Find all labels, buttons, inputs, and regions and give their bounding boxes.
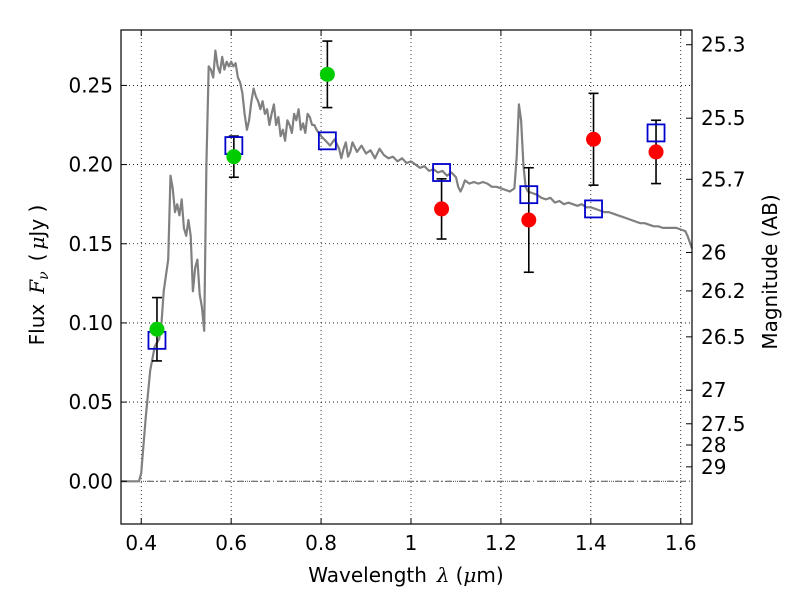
red-data-point (648, 144, 664, 160)
x-axis-unit-mu: μ (463, 563, 476, 587)
x-tick-label: 0.8 (305, 531, 337, 555)
spectrum-line (121, 49, 694, 483)
green-data-point (319, 66, 335, 82)
x-axis-unit-open: ( (456, 563, 464, 587)
x-tick-label: 0.6 (215, 531, 247, 555)
y2-tick-label: 25.5 (701, 106, 746, 130)
y-axis-unit-open: ( (25, 254, 49, 262)
y2-tick-label: 26 (701, 240, 726, 264)
x-tick-label: 1.4 (575, 531, 607, 555)
y-tick-label: 0.10 (68, 311, 113, 335)
x-tick-label: 1 (405, 531, 418, 555)
y-axis-title-prefix: Flux (25, 304, 49, 346)
plot-frame (120, 29, 693, 525)
red-data-point (586, 131, 602, 147)
red-data-point (521, 212, 537, 228)
y-axis-subscript: ν (36, 271, 52, 280)
y2-tick-label: 27.5 (701, 412, 746, 436)
green-data-point (226, 149, 242, 165)
y-axis-unit-rest: Jy ) (25, 205, 49, 239)
x-axis-unit-rest: m) (476, 563, 503, 587)
y-tick-label: 0.25 (68, 73, 113, 97)
red-data-point (434, 201, 450, 217)
y2-tick-label: 26.2 (701, 279, 746, 303)
y2-tick-label: 26.5 (701, 325, 746, 349)
y2-tick-label: 27 (701, 378, 726, 402)
spectrum-series (121, 49, 694, 483)
x-tick-label: 0.4 (125, 531, 157, 555)
model-square-marker (432, 163, 451, 182)
x-tick-label: 1.2 (485, 531, 517, 555)
y-tick-label: 0.05 (68, 390, 113, 414)
grid-lines (121, 30, 692, 524)
y-tick-label: 0.00 (68, 469, 113, 493)
x-axis-symbol: λ (436, 563, 450, 587)
y-tick-label: 0.20 (68, 153, 113, 177)
model-squares (147, 123, 666, 350)
y-axis-symbol: F (25, 279, 49, 295)
x-tick-label: 1.6 (665, 531, 697, 555)
model-square-marker (584, 199, 603, 219)
model-square-marker (519, 185, 539, 205)
x-axis-title-prefix: Wavelength (308, 563, 427, 587)
y2-tick-label: 25.3 (701, 33, 746, 57)
green-data-point (149, 321, 165, 337)
y-axis-unit-mu: μ (25, 237, 49, 250)
model-square-marker (317, 131, 337, 151)
y2-tick-label: 29 (701, 455, 726, 479)
model-square-marker (646, 123, 666, 143)
y2-tick-label: 28 (701, 433, 726, 457)
axis-ticks: 0.4 0.6 0.8 1 1.2 1.4 1.6 0.00 0.05 0.10 0.15 0.20 0… (68, 30, 746, 555)
photometry-points (149, 66, 664, 337)
x-axis-title: Wavelength λ (μm) (308, 563, 503, 587)
y2-axis-title: Magnitude (AB) (758, 194, 782, 349)
y-tick-label: 0.15 (68, 232, 113, 256)
y-axis-title: Flux Fν ( μJy ) (25, 205, 52, 346)
y2-tick-label: 25.7 (701, 167, 746, 191)
